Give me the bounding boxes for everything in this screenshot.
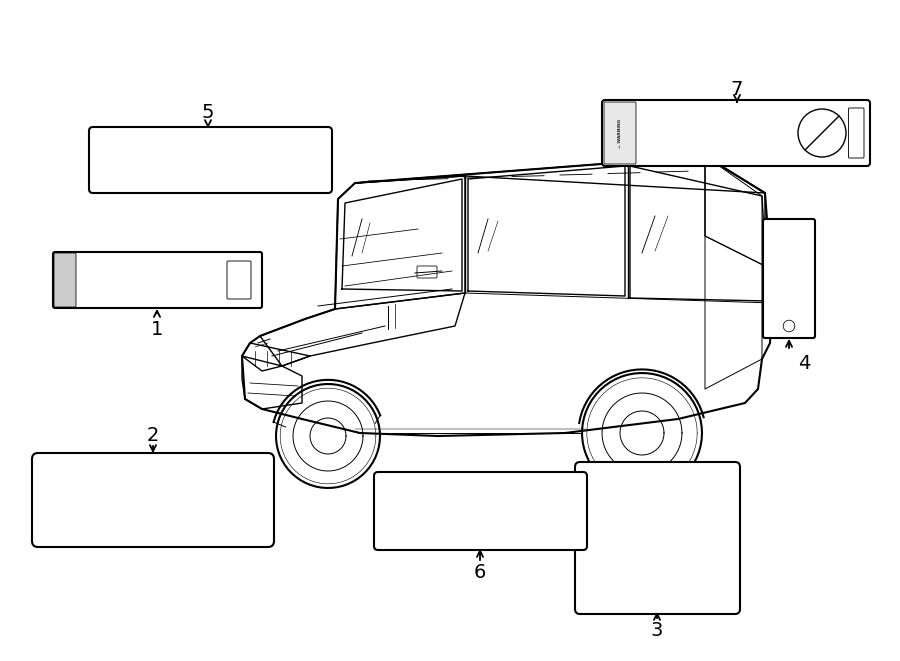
FancyBboxPatch shape	[763, 219, 815, 338]
FancyBboxPatch shape	[604, 102, 636, 164]
FancyBboxPatch shape	[849, 108, 864, 158]
Text: 4: 4	[797, 354, 810, 373]
FancyBboxPatch shape	[602, 100, 870, 166]
FancyBboxPatch shape	[417, 266, 437, 278]
FancyBboxPatch shape	[54, 253, 76, 307]
Text: 6: 6	[473, 563, 486, 582]
FancyBboxPatch shape	[89, 127, 332, 193]
Text: 5: 5	[202, 104, 214, 122]
FancyBboxPatch shape	[32, 453, 274, 547]
FancyBboxPatch shape	[53, 252, 262, 308]
Text: 3: 3	[651, 621, 663, 641]
Text: 1: 1	[151, 319, 163, 338]
Text: 7: 7	[731, 79, 743, 98]
FancyBboxPatch shape	[374, 472, 587, 550]
FancyBboxPatch shape	[575, 462, 740, 614]
FancyBboxPatch shape	[227, 261, 251, 299]
Text: 2: 2	[147, 426, 159, 444]
Text: ⚠ WARNING: ⚠ WARNING	[618, 118, 622, 147]
